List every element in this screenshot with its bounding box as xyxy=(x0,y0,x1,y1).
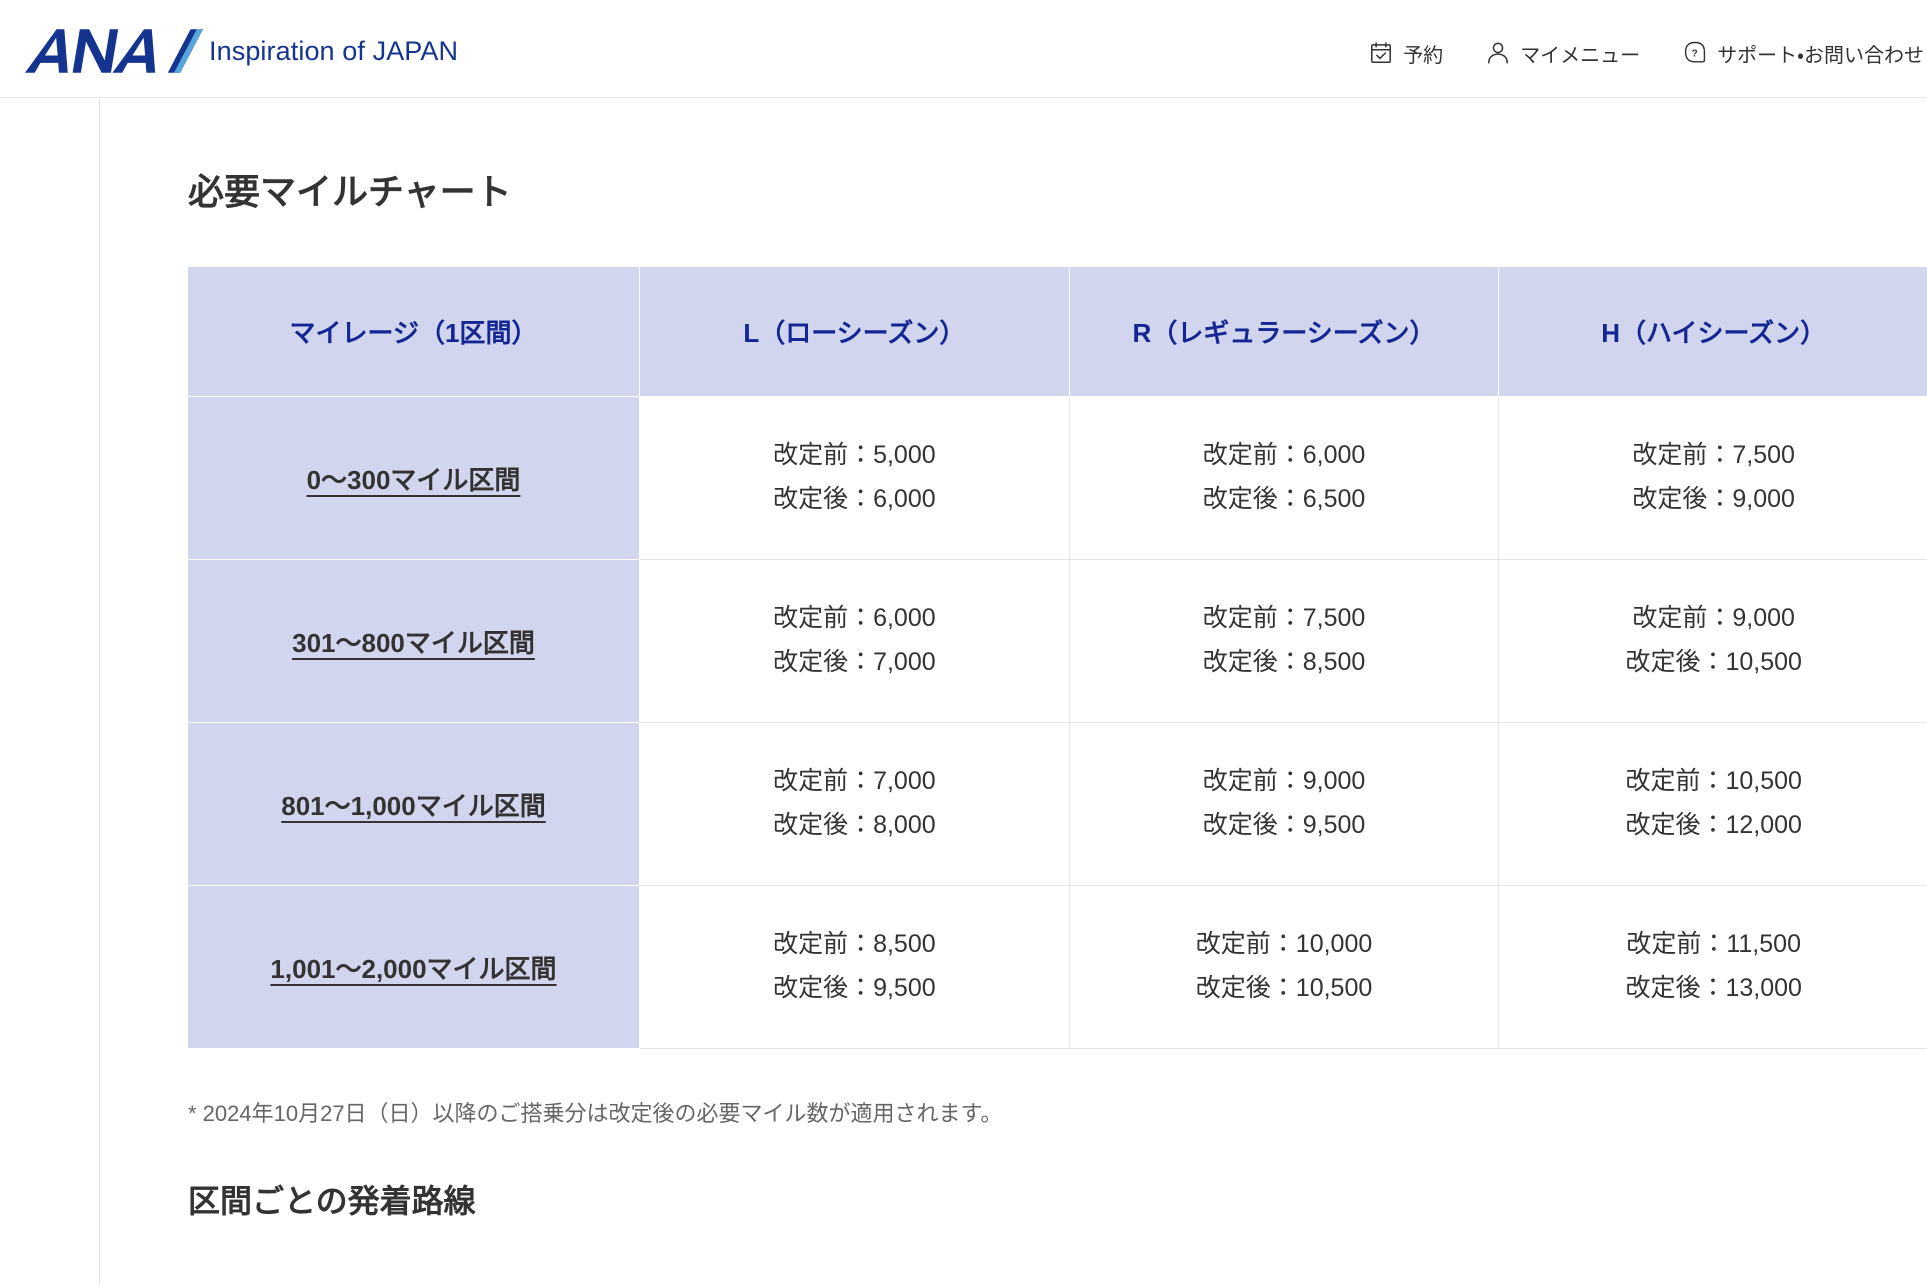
svg-text:?: ? xyxy=(1692,48,1698,59)
